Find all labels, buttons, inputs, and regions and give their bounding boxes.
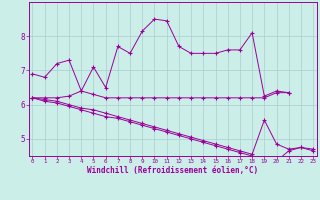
X-axis label: Windchill (Refroidissement éolien,°C): Windchill (Refroidissement éolien,°C) [87, 166, 258, 175]
